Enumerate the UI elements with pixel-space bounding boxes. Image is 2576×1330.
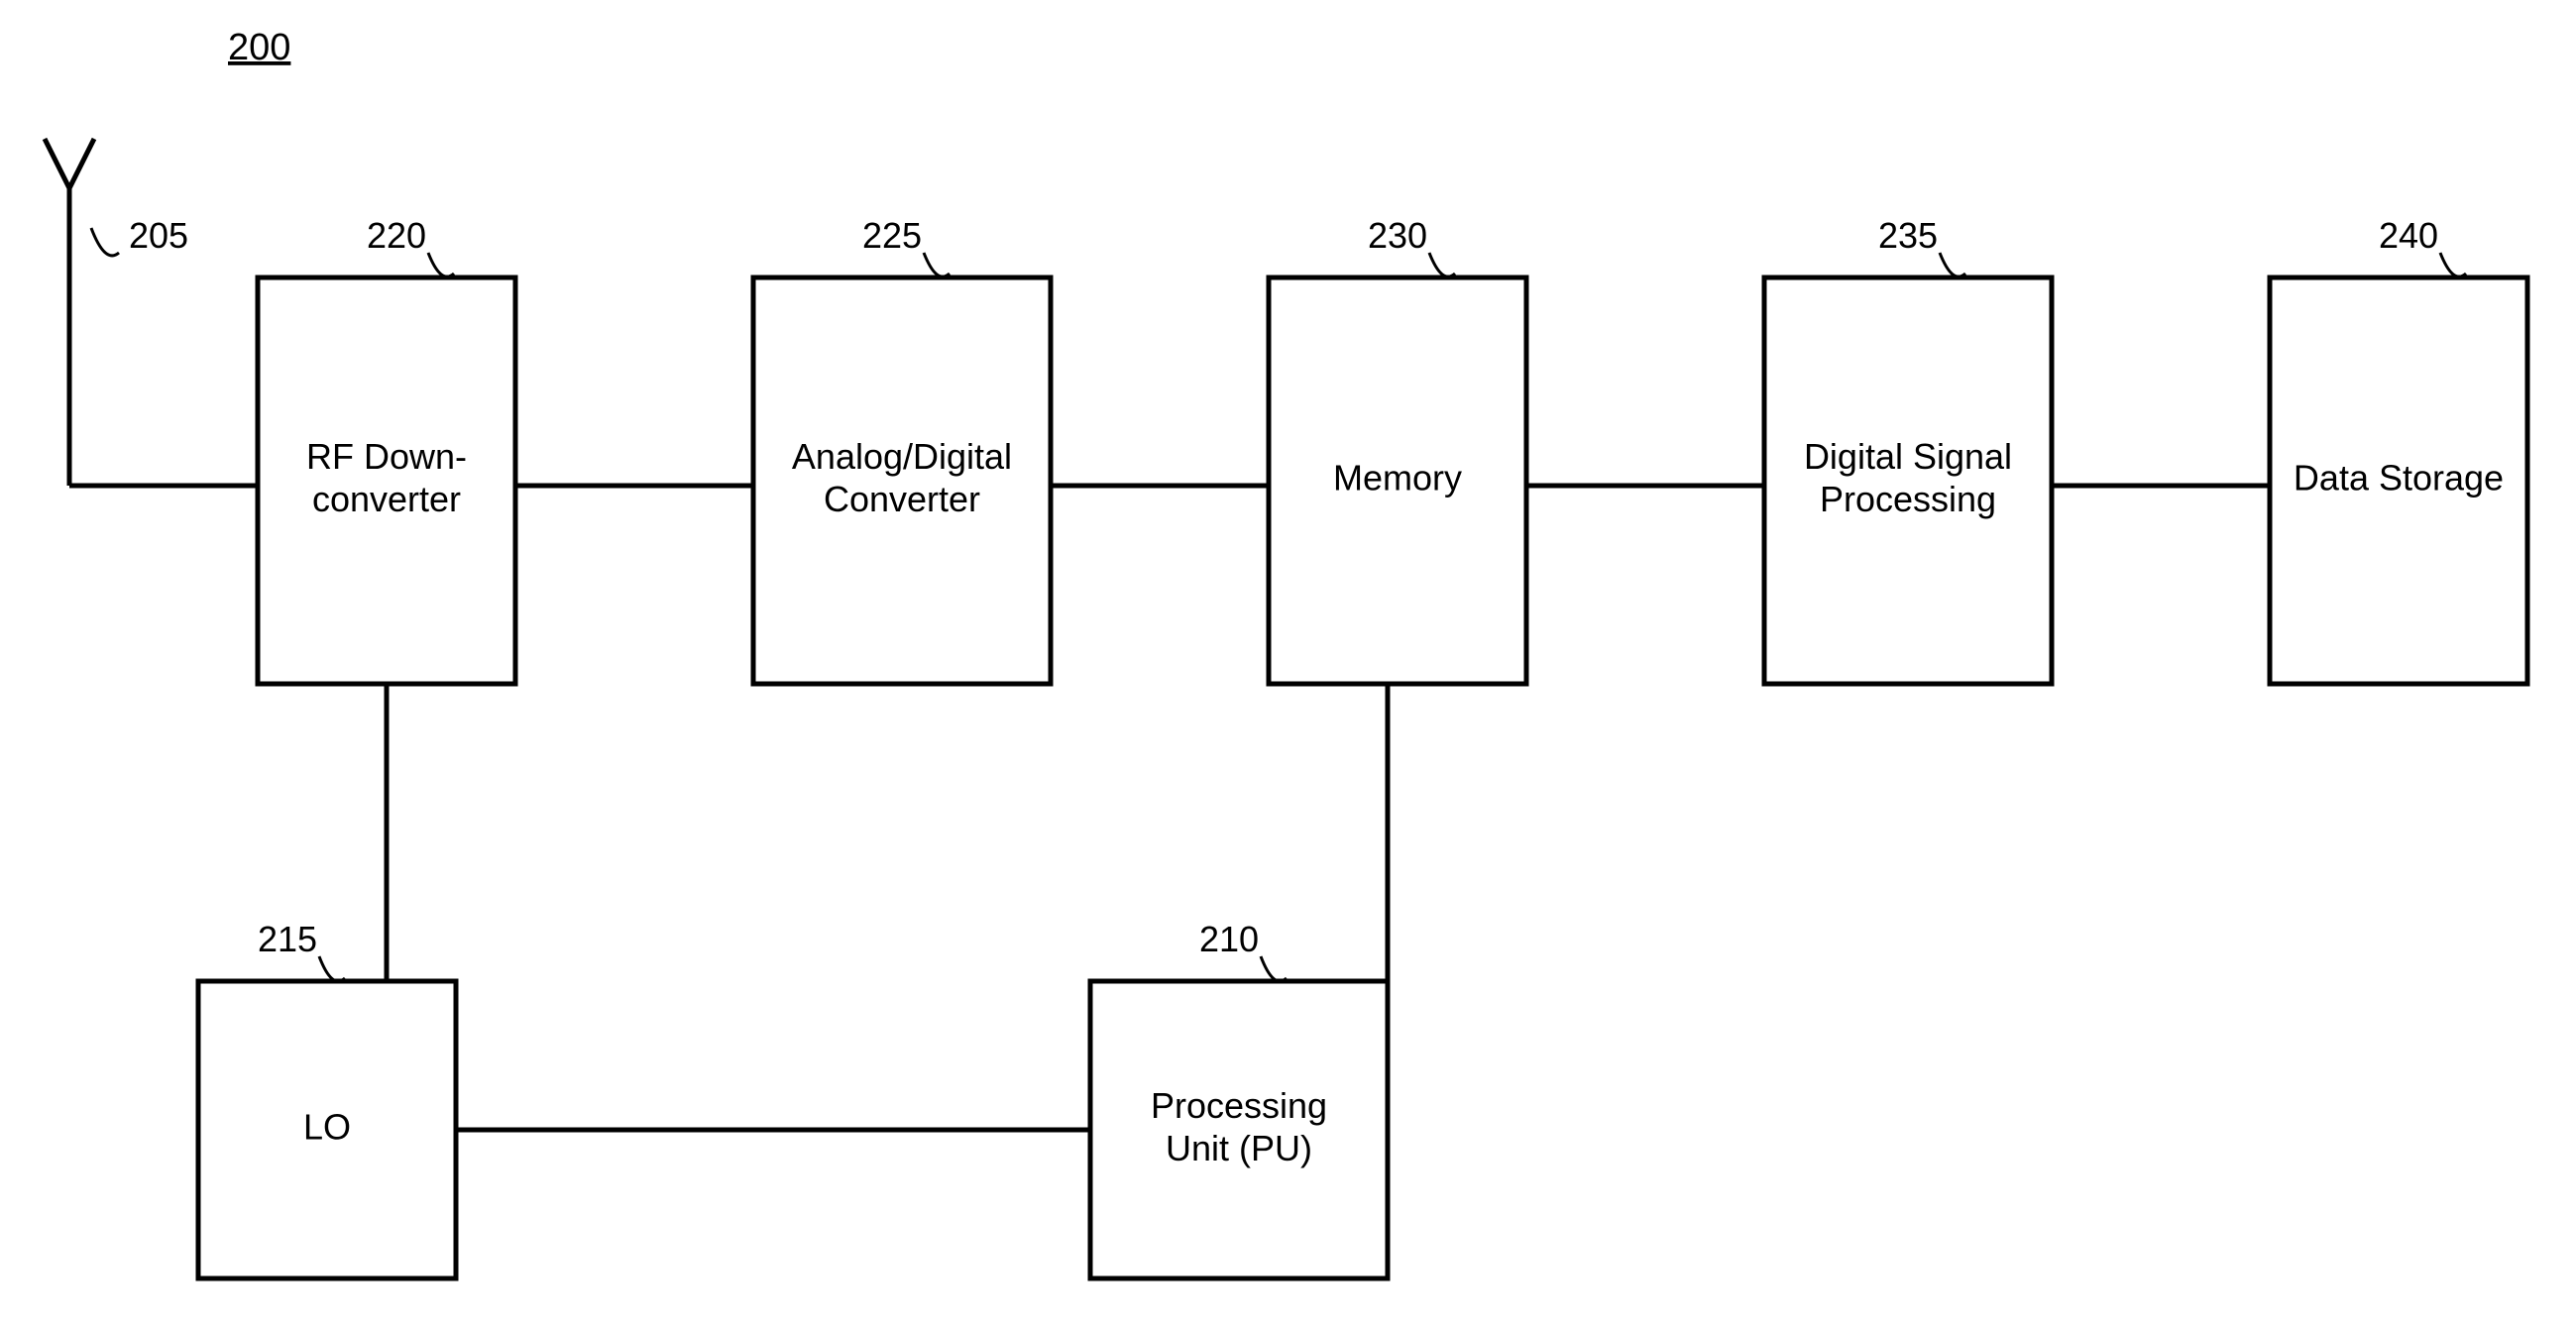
node-label-adc-line0: Analog/Digital	[792, 436, 1012, 477]
node-memory: Memory 230	[1269, 215, 1526, 684]
node-pu: ProcessingUnit (PU) 210	[1090, 919, 1388, 1278]
node-label-pu-line0: Processing	[1151, 1085, 1327, 1126]
node-label-adc-line1: Converter	[824, 479, 980, 519]
ref-label-225: 225	[862, 215, 922, 256]
node-label-storage-line0: Data Storage	[2294, 458, 2504, 499]
node-label-rf_down-line1: converter	[312, 479, 461, 519]
ref-leader-240	[2440, 253, 2466, 277]
antenna-icon	[45, 139, 94, 486]
ref-label-220: 220	[367, 215, 426, 256]
ref-label-240: 240	[2379, 215, 2438, 256]
ref-label-210: 210	[1199, 919, 1259, 959]
node-adc: Analog/DigitalConverter 225	[753, 215, 1051, 684]
ref-leader-225	[924, 253, 950, 277]
node-storage: Data Storage 240	[2270, 215, 2527, 684]
node-label-memory-line0: Memory	[1333, 458, 1462, 499]
ref-leader-205	[91, 228, 119, 256]
node-label-dsp-line1: Processing	[1820, 479, 1996, 519]
ref-leader-210	[1261, 956, 1287, 981]
node-label-lo-line0: LO	[303, 1107, 351, 1148]
ref-label-235: 235	[1878, 215, 1938, 256]
ref-leader-220	[428, 253, 454, 277]
node-label-rf_down-line0: RF Down-	[306, 436, 467, 477]
node-rf_down: RF Down-converter 220	[258, 215, 515, 684]
ref-label-215: 215	[258, 919, 317, 959]
ref-leader-235	[1940, 253, 1965, 277]
ref-label-205: 205	[129, 215, 188, 256]
ref-label-230: 230	[1368, 215, 1427, 256]
ref-leader-215	[319, 956, 345, 981]
figure-number: 200	[228, 27, 290, 68]
node-lo: LO 215	[198, 919, 456, 1278]
node-label-pu-line1: Unit (PU)	[1166, 1128, 1312, 1168]
node-label-dsp-line0: Digital Signal	[1804, 436, 2012, 477]
ref-leader-230	[1429, 253, 1455, 277]
node-dsp: Digital SignalProcessing 235	[1764, 215, 2052, 684]
